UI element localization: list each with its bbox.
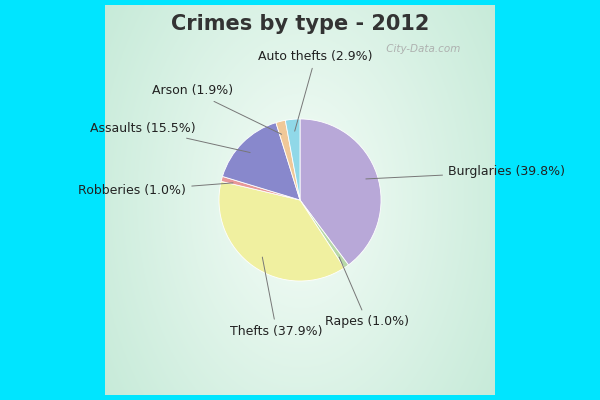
Text: Rapes (1.0%): Rapes (1.0%): [325, 257, 409, 328]
Text: Thefts (37.9%): Thefts (37.9%): [230, 257, 323, 338]
Wedge shape: [276, 120, 300, 200]
Text: Robberies (1.0%): Robberies (1.0%): [79, 183, 233, 197]
Text: City-Data.com: City-Data.com: [383, 44, 461, 54]
Wedge shape: [219, 181, 344, 281]
Wedge shape: [223, 123, 300, 200]
Text: Auto thefts (2.9%): Auto thefts (2.9%): [259, 50, 373, 131]
Text: Arson (1.9%): Arson (1.9%): [152, 84, 281, 134]
Text: Burglaries (39.8%): Burglaries (39.8%): [366, 166, 565, 179]
Wedge shape: [286, 119, 300, 200]
Text: Assaults (15.5%): Assaults (15.5%): [90, 122, 250, 152]
Wedge shape: [300, 200, 349, 268]
Wedge shape: [221, 176, 300, 200]
Text: Crimes by type - 2012: Crimes by type - 2012: [171, 14, 429, 34]
Wedge shape: [300, 119, 381, 265]
